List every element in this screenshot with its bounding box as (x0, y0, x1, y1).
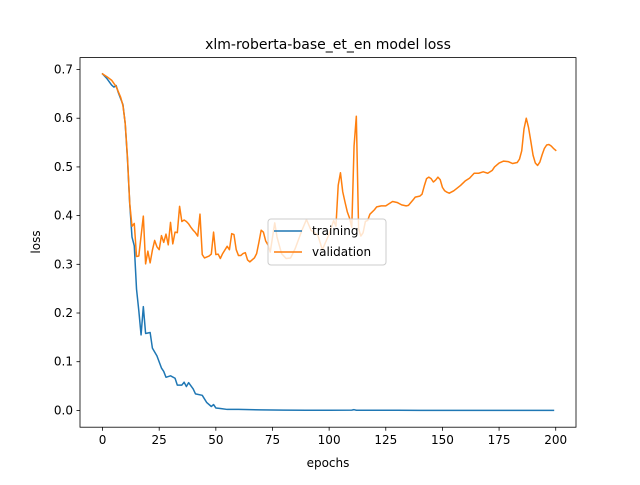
y-tick-label: 0.5 (54, 160, 73, 174)
x-tick-label: 75 (265, 433, 280, 447)
y-axis-ticks: 0.0 0.1 0.2 0.3 0.4 0.5 0.6 0.7 (54, 63, 80, 417)
y-tick-label: 0.4 (54, 209, 73, 223)
x-tick-label: 125 (374, 433, 397, 447)
chart-title: xlm-roberta-base_et_en model loss (205, 37, 451, 53)
x-tick-label: 25 (152, 433, 167, 447)
x-tick-label: 50 (208, 433, 223, 447)
x-tick-label: 200 (544, 433, 567, 447)
y-tick-label: 0.6 (54, 111, 73, 125)
x-tick-label: 100 (318, 433, 341, 447)
legend-label-validation: validation (312, 245, 371, 259)
legend-label-training: training (312, 224, 359, 238)
y-tick-label: 0.1 (54, 355, 73, 369)
x-axis-label: epochs (307, 456, 350, 470)
x-tick-label: 150 (431, 433, 454, 447)
y-axis-label: loss (29, 230, 43, 253)
x-tick-label: 0 (99, 433, 107, 447)
axes-frame (79, 57, 577, 428)
y-tick-label: 0.2 (54, 306, 73, 320)
y-tick-label: 0.0 (54, 403, 73, 417)
y-tick-label: 0.3 (54, 257, 73, 271)
x-axis-ticks: 0 25 50 75 100 125 150 175 200 (99, 427, 567, 447)
x-tick-label: 175 (488, 433, 511, 447)
y-tick-label: 0.7 (54, 63, 73, 77)
legend: training validation (267, 218, 387, 266)
